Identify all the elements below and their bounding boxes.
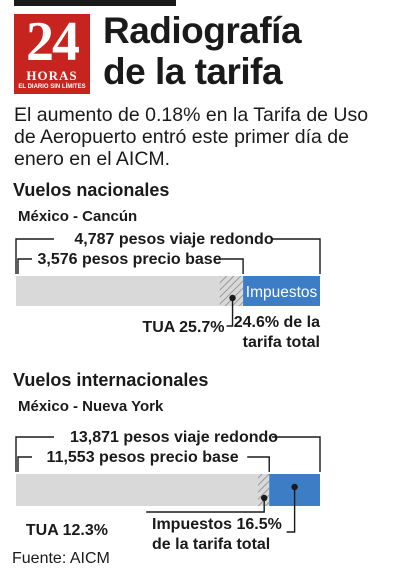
route-nacionales: México - Cancún [18, 208, 137, 225]
total-bracket-right-internacionales [272, 436, 321, 472]
tua-leader-nacionales [226, 298, 234, 327]
base-bracket-left-internacionales [17, 456, 32, 472]
logo-tagline: EL DIARIO SIN LÍMITES [18, 84, 86, 90]
logo-word: HORAS [26, 68, 78, 83]
chart-title-nacionales: Vuelos nacionales [13, 180, 169, 200]
base-bracket-right-nacionales [221, 258, 244, 274]
bar-impuestos-nacionales [243, 276, 320, 306]
impuestos-label-line2-nacionales: tarifa total [243, 334, 320, 351]
bar-precio-base-nacionales [16, 276, 244, 306]
bar-tua-nacionales [219, 276, 244, 306]
top-rule [14, 0, 176, 6]
total-bracket-left-internacionales [15, 436, 54, 472]
base-label-internacionales: 11,553 pesos precio base [47, 449, 239, 466]
tua-label-nacionales: TUA 25.7% [142, 319, 224, 336]
base-label-nacionales: 3,576 pesos precio base [37, 251, 221, 268]
base-bracket-right-internacionales [247, 456, 270, 472]
total-label-nacionales: 4,787 pesos viaje redondo [74, 231, 273, 248]
total-bracket-left-nacionales [15, 238, 54, 274]
total-label-internacionales: 13,871 pesos viaje redondo [70, 429, 278, 446]
source-note: Fuente: AICM [12, 550, 110, 567]
impuestos-bar-text-nacionales: Impuestos [246, 284, 318, 301]
impuestos-label-line1-nacionales: 24.6% de la [234, 314, 320, 331]
route-internacionales: México - Nueva York [18, 398, 164, 415]
logo-number: 24 [26, 11, 80, 73]
tua-leader-internacionales [146, 498, 265, 513]
bar-tua-internacionales [258, 474, 270, 506]
base-bracket-left-nacionales [17, 258, 32, 274]
impuestos-label-line1-internacionales: Impuestos 16.5% [152, 516, 282, 533]
page-title: Radiografía de la tarifa [103, 10, 302, 92]
impuestos-leader-internacionales [286, 487, 296, 533]
tua-label-internacionales: TUA 12.3% [26, 522, 108, 539]
chart-title-internacionales: Vuelos internacionales [13, 370, 208, 390]
impuestos-label-line2-internacionales: de la tarifa total [152, 536, 270, 553]
page-subtitle: El aumento de 0.18% en la Tarifa de Uso … [14, 104, 369, 170]
bar-precio-base-internacionales [16, 474, 270, 506]
total-bracket-right-nacionales [272, 238, 321, 274]
logo: 24 HORAS EL DIARIO SIN LÍMITES [14, 11, 90, 94]
